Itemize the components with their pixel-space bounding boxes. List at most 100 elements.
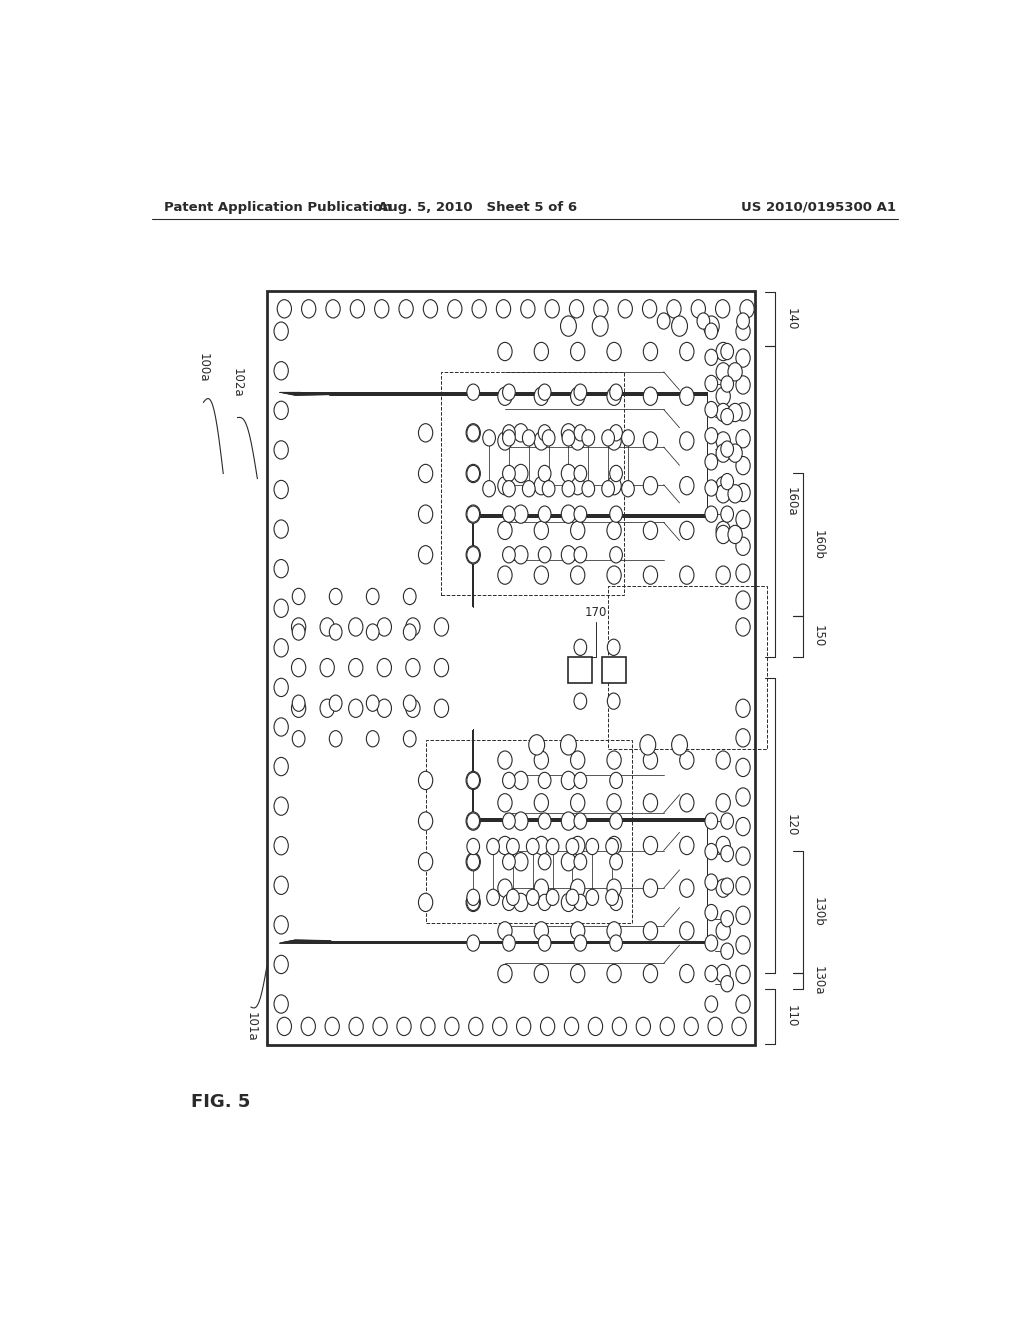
Circle shape [467,894,479,911]
Circle shape [736,537,751,556]
Circle shape [292,731,305,747]
Circle shape [467,772,479,788]
Circle shape [609,506,623,523]
Circle shape [546,890,559,906]
Circle shape [561,424,575,442]
Circle shape [732,1018,746,1036]
Circle shape [503,813,515,829]
Circle shape [680,751,694,770]
Circle shape [680,387,694,405]
Circle shape [716,566,730,585]
Circle shape [574,854,587,870]
Circle shape [498,793,512,812]
Circle shape [643,879,657,898]
Circle shape [503,854,515,870]
Bar [568,657,592,682]
Circle shape [321,700,334,718]
Circle shape [609,772,623,788]
Circle shape [607,693,620,709]
Circle shape [535,387,549,405]
Circle shape [643,837,657,854]
Circle shape [444,1018,459,1036]
Circle shape [419,771,433,789]
Circle shape [482,430,496,446]
Circle shape [274,956,289,974]
Circle shape [467,854,479,870]
Circle shape [736,591,751,610]
Circle shape [643,521,657,540]
Circle shape [643,387,657,405]
Circle shape [607,921,622,940]
Circle shape [539,384,551,400]
Circle shape [447,300,462,318]
Circle shape [680,965,694,982]
Circle shape [472,300,486,318]
Circle shape [640,735,655,755]
Circle shape [589,1018,602,1036]
Circle shape [486,890,500,906]
Circle shape [503,935,515,952]
Circle shape [609,546,623,562]
Circle shape [274,401,289,420]
Circle shape [607,387,622,405]
Circle shape [667,300,681,318]
Circle shape [367,696,379,711]
Circle shape [528,735,545,755]
Circle shape [574,935,587,952]
Circle shape [514,506,528,523]
Circle shape [672,315,687,337]
Circle shape [728,484,742,503]
Circle shape [705,843,718,859]
Circle shape [636,1018,650,1036]
Circle shape [680,566,694,585]
Circle shape [592,315,608,337]
Circle shape [740,300,754,318]
Circle shape [377,659,391,677]
Circle shape [539,813,551,829]
Circle shape [705,428,718,444]
Circle shape [498,879,512,898]
Circle shape [607,965,622,982]
Circle shape [736,429,751,447]
Circle shape [574,466,587,482]
Circle shape [721,474,733,490]
Circle shape [419,545,433,564]
Bar [608,586,767,748]
Circle shape [561,894,575,912]
Circle shape [716,432,730,450]
Circle shape [582,430,595,446]
Circle shape [274,322,289,341]
Circle shape [535,566,549,585]
Circle shape [482,480,496,496]
Circle shape [562,430,574,446]
Circle shape [643,342,657,360]
Circle shape [274,520,289,539]
Circle shape [274,916,289,935]
Circle shape [607,751,622,770]
Circle shape [330,696,342,711]
Circle shape [716,300,730,318]
Circle shape [514,424,528,442]
Circle shape [643,921,657,940]
Circle shape [574,894,587,911]
Circle shape [292,589,305,605]
Circle shape [467,466,479,482]
Circle shape [514,465,528,483]
Circle shape [594,300,608,318]
Circle shape [586,838,599,854]
Text: 130b: 130b [812,896,825,927]
Circle shape [570,521,585,540]
Circle shape [736,758,751,776]
Circle shape [503,466,515,482]
Circle shape [539,772,551,788]
Circle shape [406,659,420,677]
Circle shape [274,639,289,657]
Circle shape [278,300,292,318]
Circle shape [406,700,420,718]
Circle shape [736,965,751,983]
Circle shape [539,854,551,870]
Circle shape [602,480,614,496]
Circle shape [274,480,289,499]
Circle shape [643,432,657,450]
Circle shape [406,618,420,636]
